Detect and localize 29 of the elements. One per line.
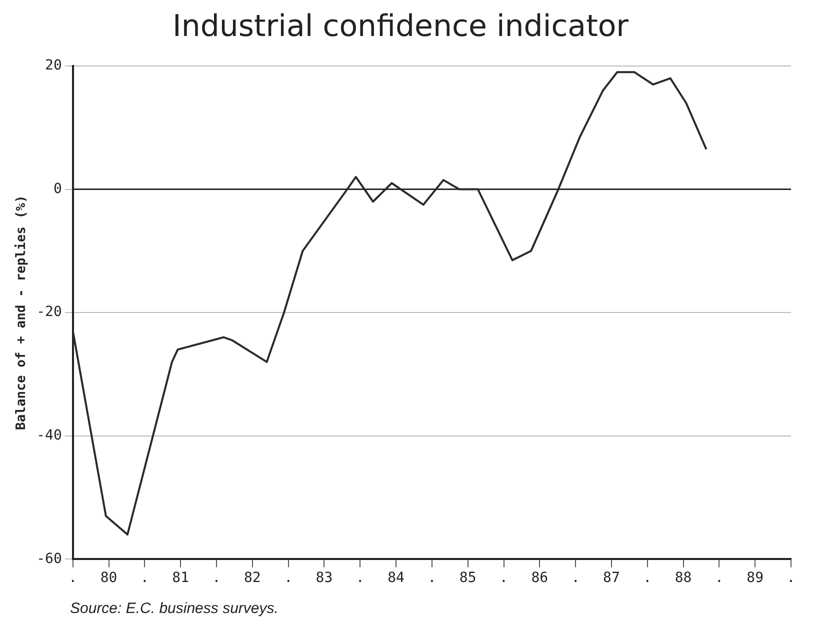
x-tick-label: .	[571, 570, 580, 586]
x-tick-label: .	[284, 570, 293, 586]
y-tick-label: 20	[45, 58, 62, 74]
x-tick-label: .	[500, 570, 508, 586]
x-tick-label: 83	[316, 570, 333, 586]
y-tick-label: -60	[36, 550, 62, 567]
x-tick-label: 80	[100, 570, 118, 586]
chart-title: Industrial confidence indicator	[172, 8, 630, 44]
x-tick-label: 85	[459, 570, 476, 586]
x-tick-label: 82	[244, 570, 261, 586]
x-tick-label: .	[643, 570, 652, 586]
y-tick-label: -40	[36, 428, 62, 444]
x-tick-label: .	[428, 570, 436, 586]
x-tick-label: 88	[674, 570, 692, 586]
y-tick-label: 0	[53, 180, 62, 197]
x-tick-label: .	[714, 570, 724, 586]
x-tick-label: .	[212, 570, 221, 586]
x-tick-label: 89	[746, 570, 764, 586]
x-tick-label: 86	[531, 570, 548, 586]
x-tick-label: .	[356, 570, 364, 586]
x-tick-label: .	[140, 570, 149, 586]
x-tick-label: 84	[388, 570, 404, 586]
x-tick-label: .	[68, 570, 78, 586]
x-tick-label: .	[786, 570, 796, 586]
y-axis-title: Balance of + and - replies (%)	[14, 195, 30, 430]
x-tick-label: 87	[603, 570, 620, 586]
x-tick-label: 81	[172, 570, 190, 586]
source-note: Source: E.C. business surveys.	[70, 600, 278, 617]
y-tick-label: -20	[36, 304, 62, 320]
